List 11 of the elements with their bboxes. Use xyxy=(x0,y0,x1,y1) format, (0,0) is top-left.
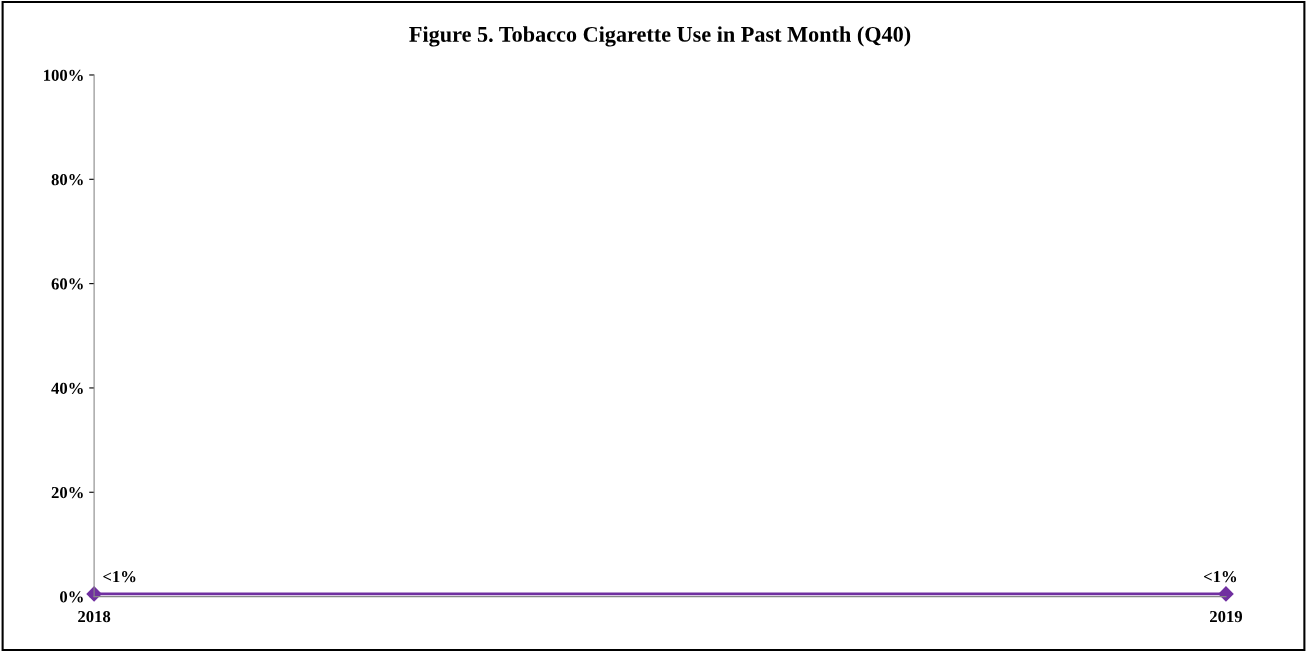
x-tick-label: 2019 xyxy=(1210,610,1243,623)
y-tick-label: 80% xyxy=(51,174,83,186)
x-tick-label: 2018 xyxy=(78,610,111,623)
chart-title: Figure 5. Tobacco Cigarette Use in Past Month (Q40) xyxy=(409,26,911,47)
y-tick-label: 0% xyxy=(60,591,83,603)
y-tick-label: 20% xyxy=(51,486,83,499)
y-tick-label: 60% xyxy=(51,278,83,290)
data-label: <1% xyxy=(1203,571,1237,583)
y-tick-label: 100% xyxy=(44,69,83,81)
data-label: <1% xyxy=(103,571,136,583)
y-tick-label: 40% xyxy=(51,382,83,394)
